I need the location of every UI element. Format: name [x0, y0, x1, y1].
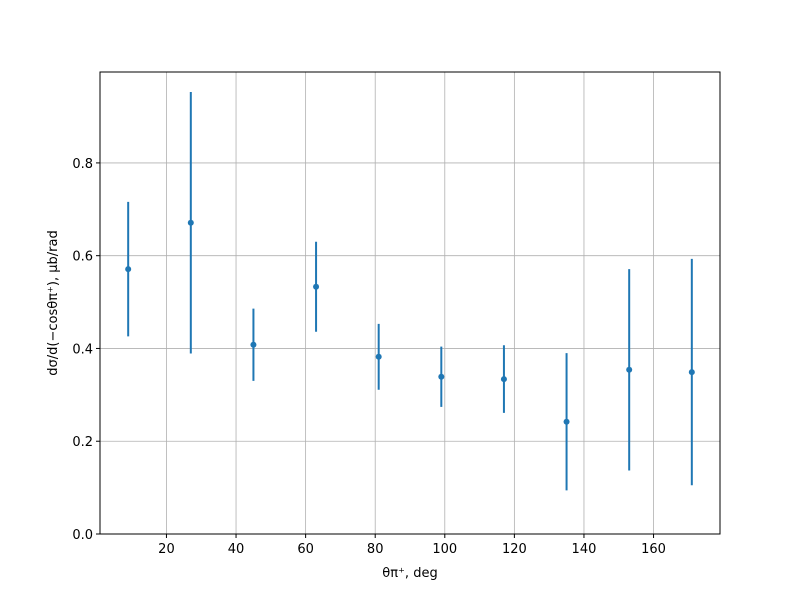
data-point [375, 353, 382, 360]
x-tick-label: 80 [367, 542, 384, 557]
x-axis-label: θπ⁺, deg [382, 566, 437, 581]
y-tick-label: 0.4 [72, 342, 93, 357]
x-tick-label: 40 [228, 542, 245, 557]
x-tick-label: 60 [297, 542, 314, 557]
data-point [500, 376, 507, 383]
data-point [688, 369, 695, 376]
y-tick-label: 0.8 [72, 157, 93, 172]
y-tick-label: 0.0 [72, 528, 93, 543]
data-point [626, 366, 633, 373]
data-point [313, 283, 320, 290]
y-tick-label: 0.2 [72, 435, 93, 450]
data-point [563, 418, 570, 425]
y-tick-label: 0.6 [72, 250, 93, 265]
data-point [250, 341, 257, 348]
y-axis-label: dσ/d(−cosθπ⁺), μb/rad [46, 230, 61, 375]
data-point [438, 373, 445, 380]
data-point [125, 266, 132, 273]
x-tick-label: 20 [158, 542, 175, 557]
x-tick-label: 160 [641, 542, 666, 557]
plot-frame [99, 71, 721, 535]
x-tick-label: 100 [432, 542, 457, 557]
data-point [187, 219, 194, 226]
x-tick-label: 120 [502, 542, 527, 557]
x-tick-label: 140 [572, 542, 597, 557]
